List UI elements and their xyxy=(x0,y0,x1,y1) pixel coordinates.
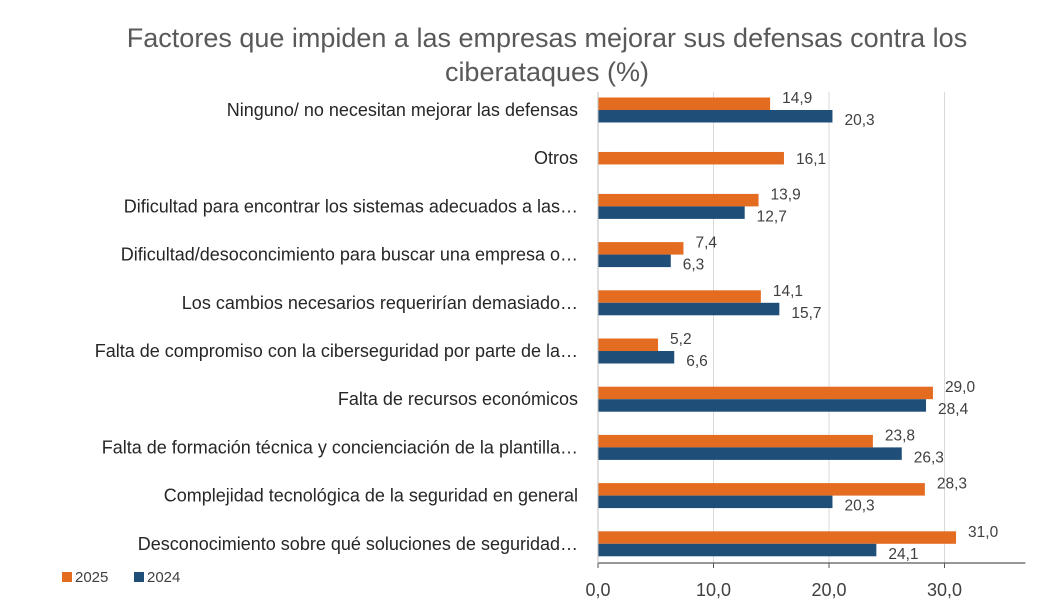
data-label-2025: 13,9 xyxy=(771,186,801,203)
data-label-2024: 20,3 xyxy=(844,112,874,129)
data-label-2025: 28,3 xyxy=(937,476,967,493)
category-label: Otros xyxy=(534,148,578,168)
data-label-2025: 7,4 xyxy=(695,235,717,252)
bar-2025 xyxy=(598,386,933,400)
legend: 2025 2024 xyxy=(62,569,180,586)
bar-2024 xyxy=(598,206,745,219)
data-label-2024: 6,6 xyxy=(686,353,708,370)
bar-2025 xyxy=(598,242,684,255)
bar-2025 xyxy=(598,151,784,165)
bar-2025 xyxy=(598,483,925,496)
legend-label-2024: 2024 xyxy=(147,569,180,586)
data-label-2025: 29,0 xyxy=(945,379,976,396)
data-label-2024: 28,4 xyxy=(938,401,969,418)
category-label: Falta de recursos económicos xyxy=(338,389,578,409)
chart-title-line-2: ciberataques (%) xyxy=(445,57,649,87)
category-label: Ninguno/ no necesitan mejorar las defens… xyxy=(227,100,578,120)
bar-2024 xyxy=(598,254,671,268)
bar-2025 xyxy=(598,434,873,448)
data-label-2025: 23,8 xyxy=(885,427,915,444)
data-label-2025: 5,2 xyxy=(670,331,692,348)
bar-2024 xyxy=(598,543,877,557)
category-label: Dificultad/desoconcimiento para buscar u… xyxy=(121,245,578,265)
x-tick-label: 20,0 xyxy=(811,580,846,600)
category-labels: Ninguno/ no necesitan mejorar las defens… xyxy=(95,100,578,554)
x-tick-label: 10,0 xyxy=(696,580,731,600)
chart-title-line-1: Factores que impiden a las empresas mejo… xyxy=(127,23,967,53)
bar-2024 xyxy=(598,351,675,364)
legend-swatch-2025 xyxy=(62,572,72,582)
category-label: Complejidad tecnológica de la seguridad … xyxy=(164,486,578,506)
bar-2025 xyxy=(598,193,759,207)
category-label: Falta de formación técnica y concienciac… xyxy=(102,437,578,457)
bar-2025 xyxy=(598,338,659,351)
legend-swatch-2024 xyxy=(134,572,144,582)
bar-2025 xyxy=(598,290,761,303)
data-label-2024: 24,1 xyxy=(888,546,918,563)
bar-2024 xyxy=(598,110,833,123)
data-label-2025: 14,9 xyxy=(782,90,812,107)
category-label: Dificultad para encontrar los sistemas a… xyxy=(124,196,578,216)
x-tick-label: 30,0 xyxy=(927,580,962,600)
category-label: Los cambios necesarios requerirían demas… xyxy=(182,293,578,313)
data-label-2024: 15,7 xyxy=(791,305,821,322)
bar-2024 xyxy=(598,302,780,316)
data-label-2024: 26,3 xyxy=(914,449,944,466)
data-label-2024: 6,3 xyxy=(683,257,705,274)
bar-2024 xyxy=(598,495,833,509)
data-labels: 14,9 20,3 16,1 13,9 12,7 7,4 6,3 14,1 15,7 5,2 6,6… xyxy=(670,90,999,563)
data-label-2024: 20,3 xyxy=(844,498,874,515)
bar-2025 xyxy=(598,531,957,544)
category-label: Falta de compromiso con la cibersegurida… xyxy=(95,341,578,361)
data-label-2025: 14,1 xyxy=(773,283,803,300)
data-label-2025: 16,1 xyxy=(796,151,826,168)
x-axis: 0,0 10,0 20,0 30,0 xyxy=(585,92,1026,600)
x-tick-label: 0,0 xyxy=(585,580,610,600)
data-label-2024: 12,7 xyxy=(757,208,787,225)
legend-label-2025: 2025 xyxy=(75,569,108,586)
category-label: Desconocimiento sobre qué soluciones de … xyxy=(138,534,578,554)
bar-2024 xyxy=(598,447,902,460)
bar-2025 xyxy=(598,97,771,110)
bar-2024 xyxy=(598,399,927,412)
data-label-2025: 31,0 xyxy=(968,524,999,541)
bars xyxy=(598,97,957,557)
